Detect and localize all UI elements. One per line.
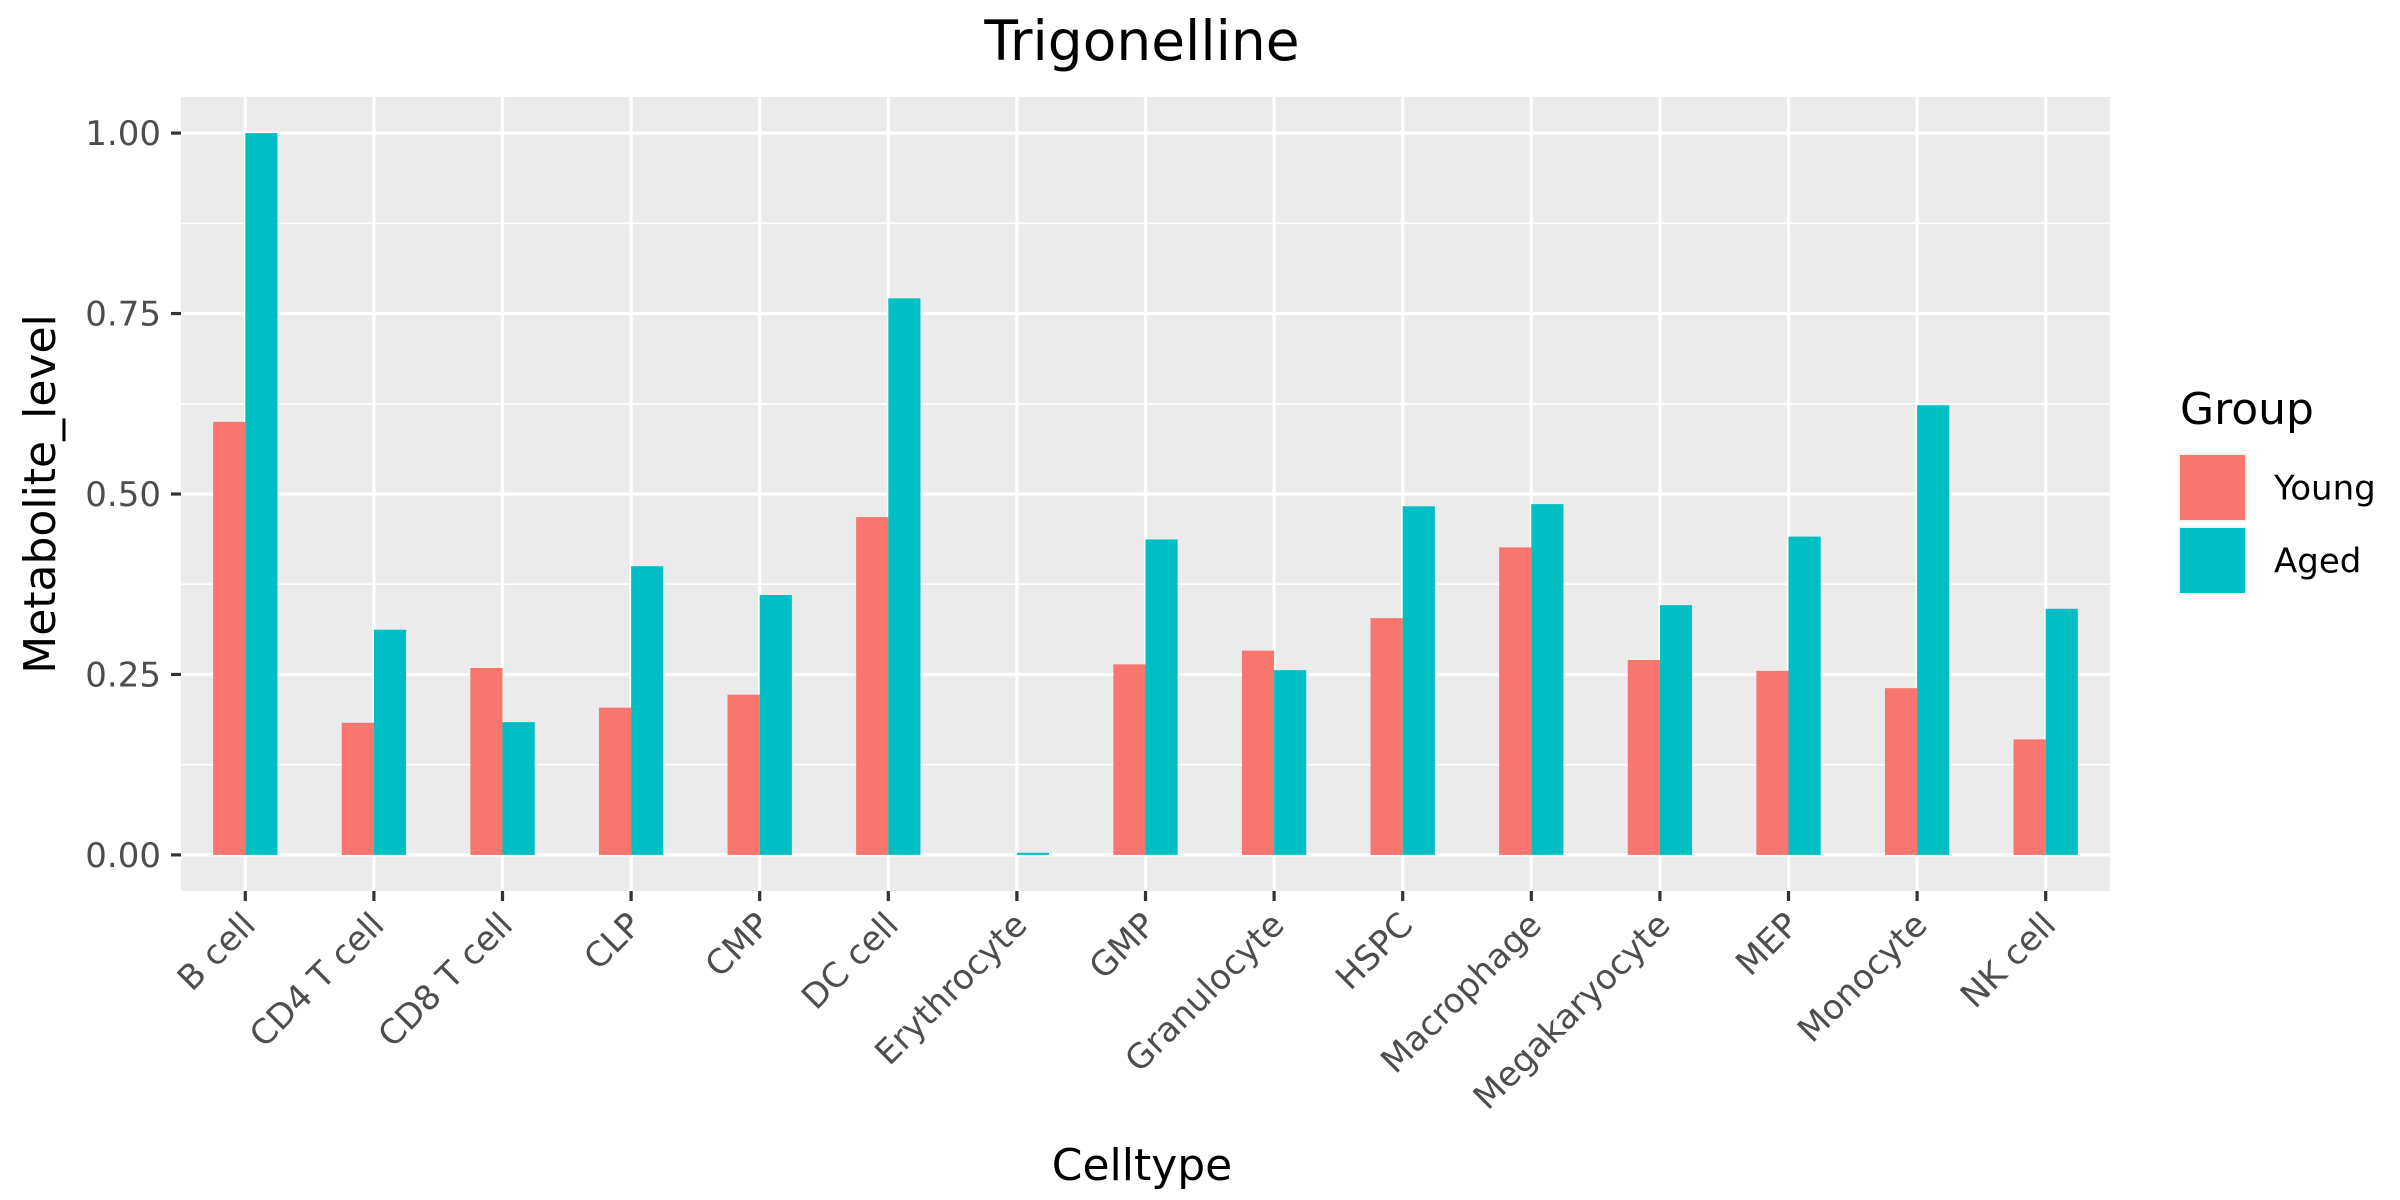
bar-aged-erythrocyte: [1016, 852, 1050, 855]
legend-label-aged: Aged: [2274, 542, 2361, 582]
chart-title: Trigonelline: [983, 9, 1299, 73]
bar-young-cd4-t-cell: [341, 722, 374, 855]
legend: Group Young Aged: [2178, 384, 2376, 595]
y-tick-label: 0.25: [85, 655, 161, 695]
bar-aged-b-cell: [245, 133, 278, 855]
legend-label-young: Young: [2273, 469, 2376, 509]
bar-young-gmp: [1113, 664, 1146, 855]
bar-young-cd8-t-cell: [470, 667, 503, 855]
legend-title: Group: [2180, 384, 2314, 435]
bar-young-hspc: [1370, 618, 1403, 855]
bar-aged-monocyte: [1917, 405, 1950, 855]
bar-aged-megakaryocyte: [1659, 605, 1693, 855]
y-axis-title: Metabolite_level: [15, 314, 66, 674]
x-tick-label: CLP: [576, 905, 649, 978]
x-tick-label: CD8 T cell: [371, 905, 521, 1055]
x-tick-label: DC cell: [794, 905, 907, 1018]
x-tick-label: HSPC: [1328, 905, 1421, 998]
x-axis-title: Celltype: [1052, 1140, 1233, 1191]
x-tick-label: MEP: [1728, 905, 1807, 984]
bar-aged-cmp: [759, 595, 792, 855]
x-tick-label: CD4 T cell: [242, 905, 392, 1055]
bar-aged-cd4-t-cell: [373, 629, 407, 855]
bar-young-megakaryocyte: [1627, 660, 1660, 855]
y-tick-label: 1.00: [85, 114, 161, 154]
legend-key-young: [2180, 455, 2245, 520]
bar-aged-dc-cell: [888, 298, 921, 855]
y-axis: 0.00 0.25 0.50 0.75 1.00: [85, 114, 181, 876]
bar-aged-gmp: [1145, 539, 1178, 855]
bar-aged-macrophage: [1531, 504, 1564, 855]
x-tick-label: CMP: [698, 905, 778, 985]
bar-aged-cd8-t-cell: [502, 722, 535, 855]
bar-young-clp: [598, 707, 632, 855]
x-tick-label: Monocyte: [1790, 905, 1935, 1050]
bar-aged-hspc: [1402, 506, 1435, 855]
y-tick-label: 0.00: [85, 836, 161, 876]
bar-young-b-cell: [213, 421, 246, 855]
bar-aged-clp: [631, 566, 664, 855]
bar-aged-nk-cell: [2045, 608, 2078, 855]
bar-young-monocyte: [1884, 688, 1918, 855]
legend-key-aged: [2180, 528, 2245, 593]
bar-aged-mep: [1788, 536, 1821, 855]
x-tick-label: NK cell: [1953, 905, 2064, 1016]
bar-young-nk-cell: [2013, 739, 2046, 855]
bar-aged-granulocyte: [1274, 670, 1307, 855]
bar-young-mep: [1756, 670, 1789, 855]
bar-young-dc-cell: [856, 517, 889, 855]
bar-young-granulocyte: [1241, 650, 1275, 855]
bars: [213, 133, 2078, 855]
x-tick-label: GMP: [1082, 905, 1164, 987]
bar-young-macrophage: [1499, 547, 1532, 855]
bar-young-cmp: [727, 694, 760, 855]
y-tick-label: 0.50: [85, 475, 161, 515]
y-tick-label: 0.75: [85, 295, 161, 335]
x-tick-label: B cell: [170, 905, 264, 999]
